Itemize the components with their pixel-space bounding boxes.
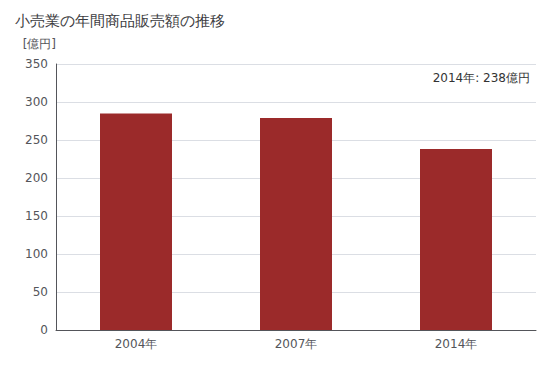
svg-text:350: 350 (25, 57, 48, 71)
svg-text:2004年: 2004年 (115, 337, 158, 351)
svg-text:50: 50 (33, 285, 48, 299)
svg-text:2014年: 2014年 (435, 337, 478, 351)
svg-text:0: 0 (40, 323, 48, 337)
svg-text:250: 250 (25, 133, 48, 147)
svg-text:300: 300 (25, 95, 48, 109)
svg-text:小売業の年間商品販売額の推移: 小売業の年間商品販売額の推移 (15, 12, 225, 30)
svg-text:100: 100 (25, 247, 48, 261)
svg-text:[億円]: [億円] (23, 37, 56, 51)
svg-text:150: 150 (25, 209, 48, 223)
svg-text:200: 200 (25, 171, 48, 185)
svg-text:2007年: 2007年 (275, 337, 318, 351)
svg-text:2014年: 238億円: 2014年: 238億円 (433, 71, 530, 85)
